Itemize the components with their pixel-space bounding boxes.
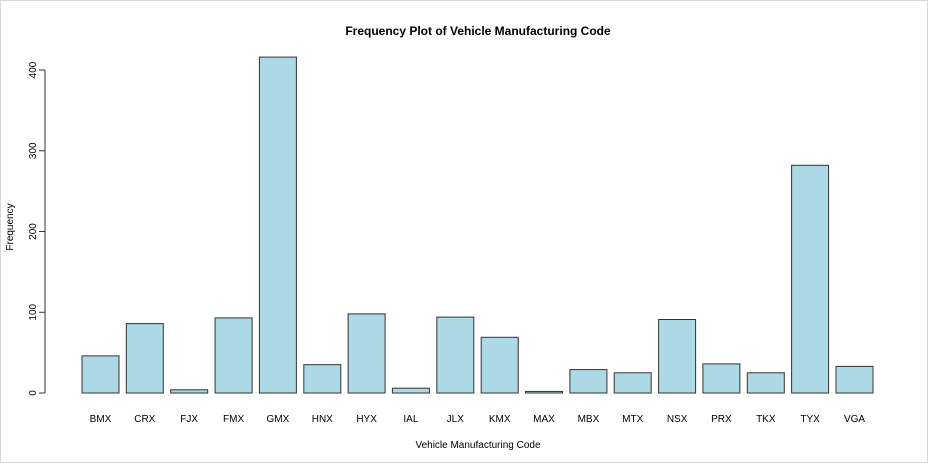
- x-tick-label-nsx: NSX: [667, 414, 688, 425]
- x-tick-label-crx: CRX: [134, 414, 155, 425]
- x-tick-label-mtx: MTX: [622, 414, 643, 425]
- bar-tyx: [791, 164, 830, 394]
- bar-nsx: [658, 319, 697, 394]
- x-tick-label-kmx: KMX: [489, 414, 511, 425]
- x-tick-label-hyx: HYX: [356, 414, 377, 425]
- bar-mbx: [569, 369, 608, 394]
- y-axis: 0 100 200 300 400: [28, 61, 46, 396]
- x-tick-label-ial: IAL: [403, 414, 418, 425]
- x-tick-labels: BMX CRX FJX FMX GMX HNX HYX IAL JLX KMX MAX MBX MTX N…: [90, 414, 866, 425]
- x-tick-label-bmx: BMX: [90, 414, 112, 425]
- bar-hyx: [347, 313, 386, 394]
- x-tick-label-fmx: FMX: [223, 414, 244, 425]
- bar-crx: [125, 323, 164, 394]
- bar-max: [525, 390, 563, 394]
- bar-fjx: [170, 389, 209, 394]
- bar-jlx: [436, 316, 475, 394]
- bar-gmx: [258, 56, 297, 394]
- x-tick-label-hnx: HNX: [312, 414, 333, 425]
- bar-vga: [835, 365, 874, 394]
- chart-title: Frequency Plot of Vehicle Manufacturing …: [345, 24, 611, 38]
- x-tick-label-tyx: TYX: [800, 414, 820, 425]
- bar-tkx: [746, 372, 785, 394]
- y-tick-label: 100: [28, 303, 39, 320]
- y-axis-label: Frequency: [5, 203, 16, 250]
- y-tick-label: 300: [28, 142, 39, 159]
- x-tick-label-jlx: JLX: [447, 414, 465, 425]
- bar-prx: [702, 363, 741, 394]
- bar-ial: [391, 387, 430, 394]
- x-tick-label-mbx: MBX: [578, 414, 600, 425]
- x-tick-label-vga: VGA: [844, 414, 865, 425]
- y-tick-label: 0: [28, 390, 39, 396]
- bar-kmx: [480, 336, 519, 394]
- bar-fmx: [214, 317, 253, 394]
- bar-hnx: [303, 364, 342, 394]
- x-tick-label-gmx: GMX: [267, 414, 290, 425]
- bars-group: [81, 56, 874, 394]
- y-tick-label: 200: [28, 223, 39, 240]
- x-tick-label-tkx: TKX: [756, 414, 776, 425]
- x-axis-label: Vehicle Manufacturing Code: [415, 440, 541, 451]
- bar-mtx: [613, 372, 652, 394]
- y-tick-label: 400: [28, 61, 39, 78]
- x-tick-label-prx: PRX: [711, 414, 732, 425]
- bar-bmx: [81, 355, 120, 394]
- x-tick-label-fjx: FJX: [180, 414, 198, 425]
- x-tick-label-max: MAX: [533, 414, 555, 425]
